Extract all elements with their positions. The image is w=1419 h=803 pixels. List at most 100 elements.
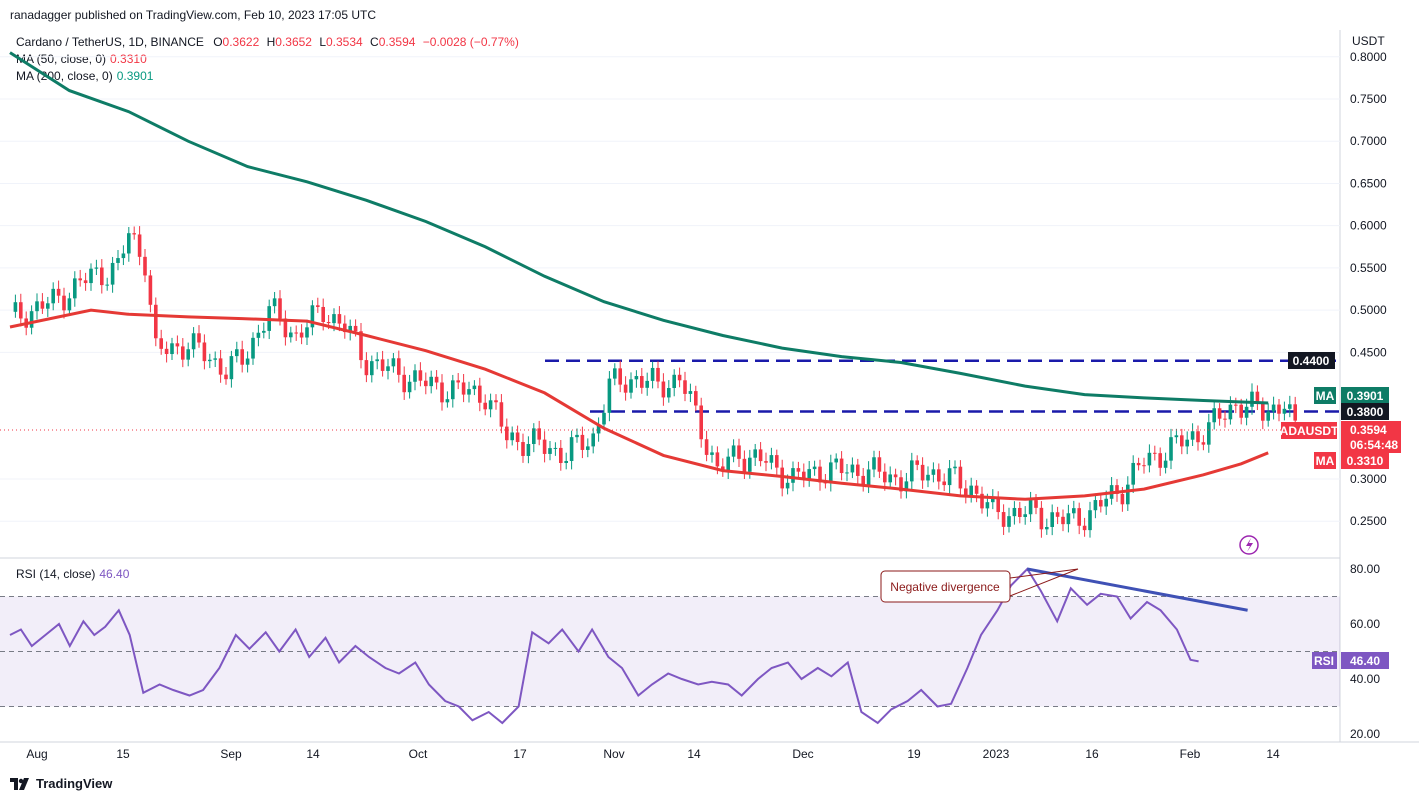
candle-body xyxy=(715,452,720,467)
candle-body xyxy=(380,359,385,371)
candle-body xyxy=(181,346,185,360)
candle-body xyxy=(764,461,768,463)
time-tick-label: Aug xyxy=(26,747,47,761)
candle-body xyxy=(899,477,903,492)
candle-body xyxy=(62,295,66,311)
candle-body xyxy=(164,348,169,355)
candle-body xyxy=(110,262,115,285)
candle-body xyxy=(521,442,525,456)
candle-body xyxy=(78,278,82,281)
candle-body xyxy=(1190,431,1195,440)
candle-body xyxy=(526,444,531,456)
candle-body xyxy=(580,434,585,450)
candle-body xyxy=(640,376,644,388)
candle-body xyxy=(100,267,104,286)
lightning-circle-icon[interactable] xyxy=(1239,535,1259,555)
time-tick-label: 14 xyxy=(1266,747,1280,761)
candle-body xyxy=(623,384,628,393)
candle-body xyxy=(467,389,471,395)
candle-body xyxy=(1072,508,1076,514)
svg-text:06:54:48: 06:54:48 xyxy=(1350,438,1398,452)
candle-body xyxy=(451,380,455,400)
candle-body xyxy=(958,466,963,489)
candle-body xyxy=(1147,452,1152,466)
candle-body xyxy=(629,379,633,393)
candle-body xyxy=(548,448,552,454)
candle-body xyxy=(1293,404,1297,421)
candle-body xyxy=(1217,408,1222,419)
candle-body xyxy=(1045,526,1049,530)
candle-body xyxy=(175,343,180,347)
candle-body xyxy=(397,358,401,375)
candle-body xyxy=(1207,422,1211,445)
candle-body xyxy=(532,428,536,445)
candle-body xyxy=(386,366,390,371)
candle-body xyxy=(1012,507,1017,517)
candle-body xyxy=(704,439,709,455)
candle-body xyxy=(116,258,120,263)
candle-body xyxy=(1288,404,1292,409)
candle-body xyxy=(494,400,498,403)
candle-body xyxy=(1055,512,1060,517)
candle-body xyxy=(391,358,396,367)
tag-rsi: RSI 46.40 xyxy=(1312,652,1389,669)
candle-body xyxy=(1142,465,1146,467)
candle-body xyxy=(753,449,757,458)
time-tick-label: Sep xyxy=(220,747,242,761)
ma50-legend[interactable]: MA (50, close, 0) 0.3310 xyxy=(16,52,147,66)
candle-body xyxy=(218,358,223,375)
candle-body xyxy=(694,391,698,406)
symbol-title: Cardano / TetherUS, 1D, BINANCE O0.3622 … xyxy=(16,35,519,49)
candle-body xyxy=(121,253,126,259)
time-tick-label: Dec xyxy=(792,747,813,761)
candle-body xyxy=(650,367,655,381)
candle-body xyxy=(89,268,93,284)
candle-body xyxy=(812,466,817,470)
svg-text:0.3800: 0.3800 xyxy=(1347,405,1384,419)
candle-body xyxy=(305,327,309,338)
candle-body xyxy=(1023,514,1027,517)
candle-body xyxy=(13,302,18,312)
candle-body xyxy=(974,485,979,494)
candle-body xyxy=(1018,507,1022,517)
candle-body xyxy=(569,437,574,461)
candle-body xyxy=(1201,442,1206,445)
candle-body xyxy=(964,488,968,496)
candle-body xyxy=(1244,406,1249,418)
candle-body xyxy=(1261,404,1265,421)
candle-body xyxy=(46,303,50,309)
candle-body xyxy=(1007,516,1011,527)
candle-body xyxy=(1185,439,1189,447)
tag-level-high: 0.4400 xyxy=(1288,352,1335,369)
candle-body xyxy=(1282,408,1287,414)
rsi-legend[interactable]: RSI (14, close) 46.40 xyxy=(16,567,130,581)
candle-body xyxy=(910,460,914,482)
candle-body xyxy=(148,275,153,305)
time-tick-label: Oct xyxy=(409,747,428,761)
candle-body xyxy=(758,449,763,462)
candle-body xyxy=(407,381,412,393)
time-tick-label: Nov xyxy=(603,747,624,761)
candle-body xyxy=(834,458,838,463)
candle-body xyxy=(893,474,898,478)
candle-body xyxy=(208,359,212,362)
candle-body xyxy=(73,278,77,299)
candle-body xyxy=(251,337,255,359)
candle-body xyxy=(56,288,61,296)
svg-text:46.40: 46.40 xyxy=(1350,654,1380,668)
candle-body xyxy=(1255,391,1260,405)
candle-body xyxy=(559,447,563,463)
candle-body xyxy=(51,288,55,304)
candle-body xyxy=(1077,508,1081,526)
candle-body xyxy=(613,368,617,379)
svg-text:MA: MA xyxy=(1316,454,1335,468)
svg-text:RSI: RSI xyxy=(1314,654,1334,668)
price-tick-label: 0.2500 xyxy=(1350,514,1387,528)
candle-body xyxy=(343,323,347,333)
tradingview-brand[interactable]: TradingView xyxy=(10,776,112,791)
candle-body xyxy=(586,446,590,450)
candle-body xyxy=(845,472,849,474)
candle-body xyxy=(278,298,282,319)
candle-body xyxy=(289,332,293,338)
